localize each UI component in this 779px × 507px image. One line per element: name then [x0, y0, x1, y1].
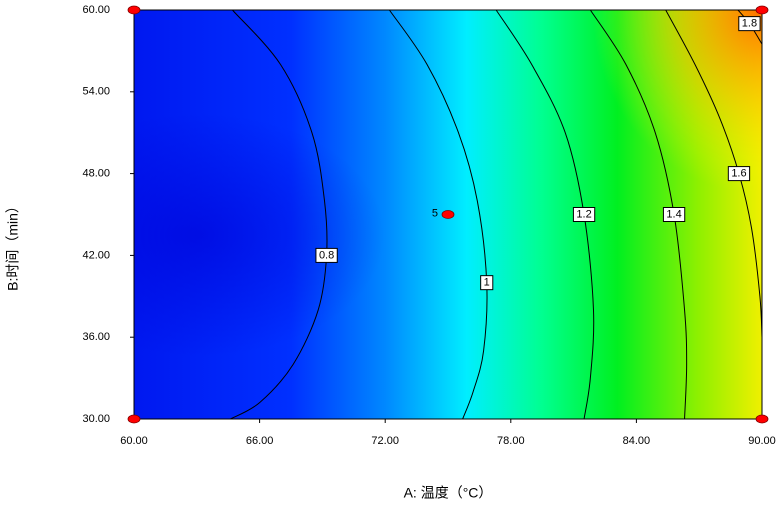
contour-label: 1: [484, 277, 490, 289]
design-point: [755, 414, 769, 424]
x-tick-label: 66.00: [246, 435, 274, 447]
contour-line: [388, 9, 488, 420]
replicate-label: 5: [432, 207, 438, 219]
contour-label-box: [572, 207, 596, 222]
y-tick-label: 36.00: [82, 331, 110, 343]
contour-label-box: [727, 166, 751, 182]
design-point: [127, 414, 141, 424]
x-tick-label: 78.00: [497, 435, 525, 447]
y-tick-label: 48.00: [82, 168, 110, 180]
contour-label: 1.4: [666, 208, 681, 220]
contour-label: 1.2: [576, 208, 591, 220]
contour-label-box: [738, 16, 761, 32]
contour-label-box: [662, 207, 686, 222]
contour-label-box: [480, 275, 494, 291]
y-axis-title: B:时间（min）: [5, 199, 21, 291]
y-tick-label: 42.00: [82, 249, 110, 261]
x-tick-label: 84.00: [623, 435, 651, 447]
x-axis-title: A: 温度（°C）: [404, 485, 493, 501]
x-tick-label: 90.00: [748, 435, 776, 447]
contour-label: 1.8: [742, 18, 757, 30]
contour-label: 1.6: [731, 168, 746, 180]
x-tick-label: 60.00: [120, 435, 148, 447]
contour-label: 0.8: [319, 249, 334, 261]
plot-frame: [133, 9, 763, 420]
contour-label-box: [315, 247, 338, 263]
y-tick-label: 54.00: [82, 86, 110, 98]
y-tick-label: 30.00: [82, 413, 110, 425]
design-point: [127, 5, 141, 15]
x-tick-label: 72.00: [371, 435, 399, 447]
design-point: [441, 210, 455, 219]
y-tick-label: 60.00: [82, 4, 110, 16]
design-point: [755, 5, 769, 15]
